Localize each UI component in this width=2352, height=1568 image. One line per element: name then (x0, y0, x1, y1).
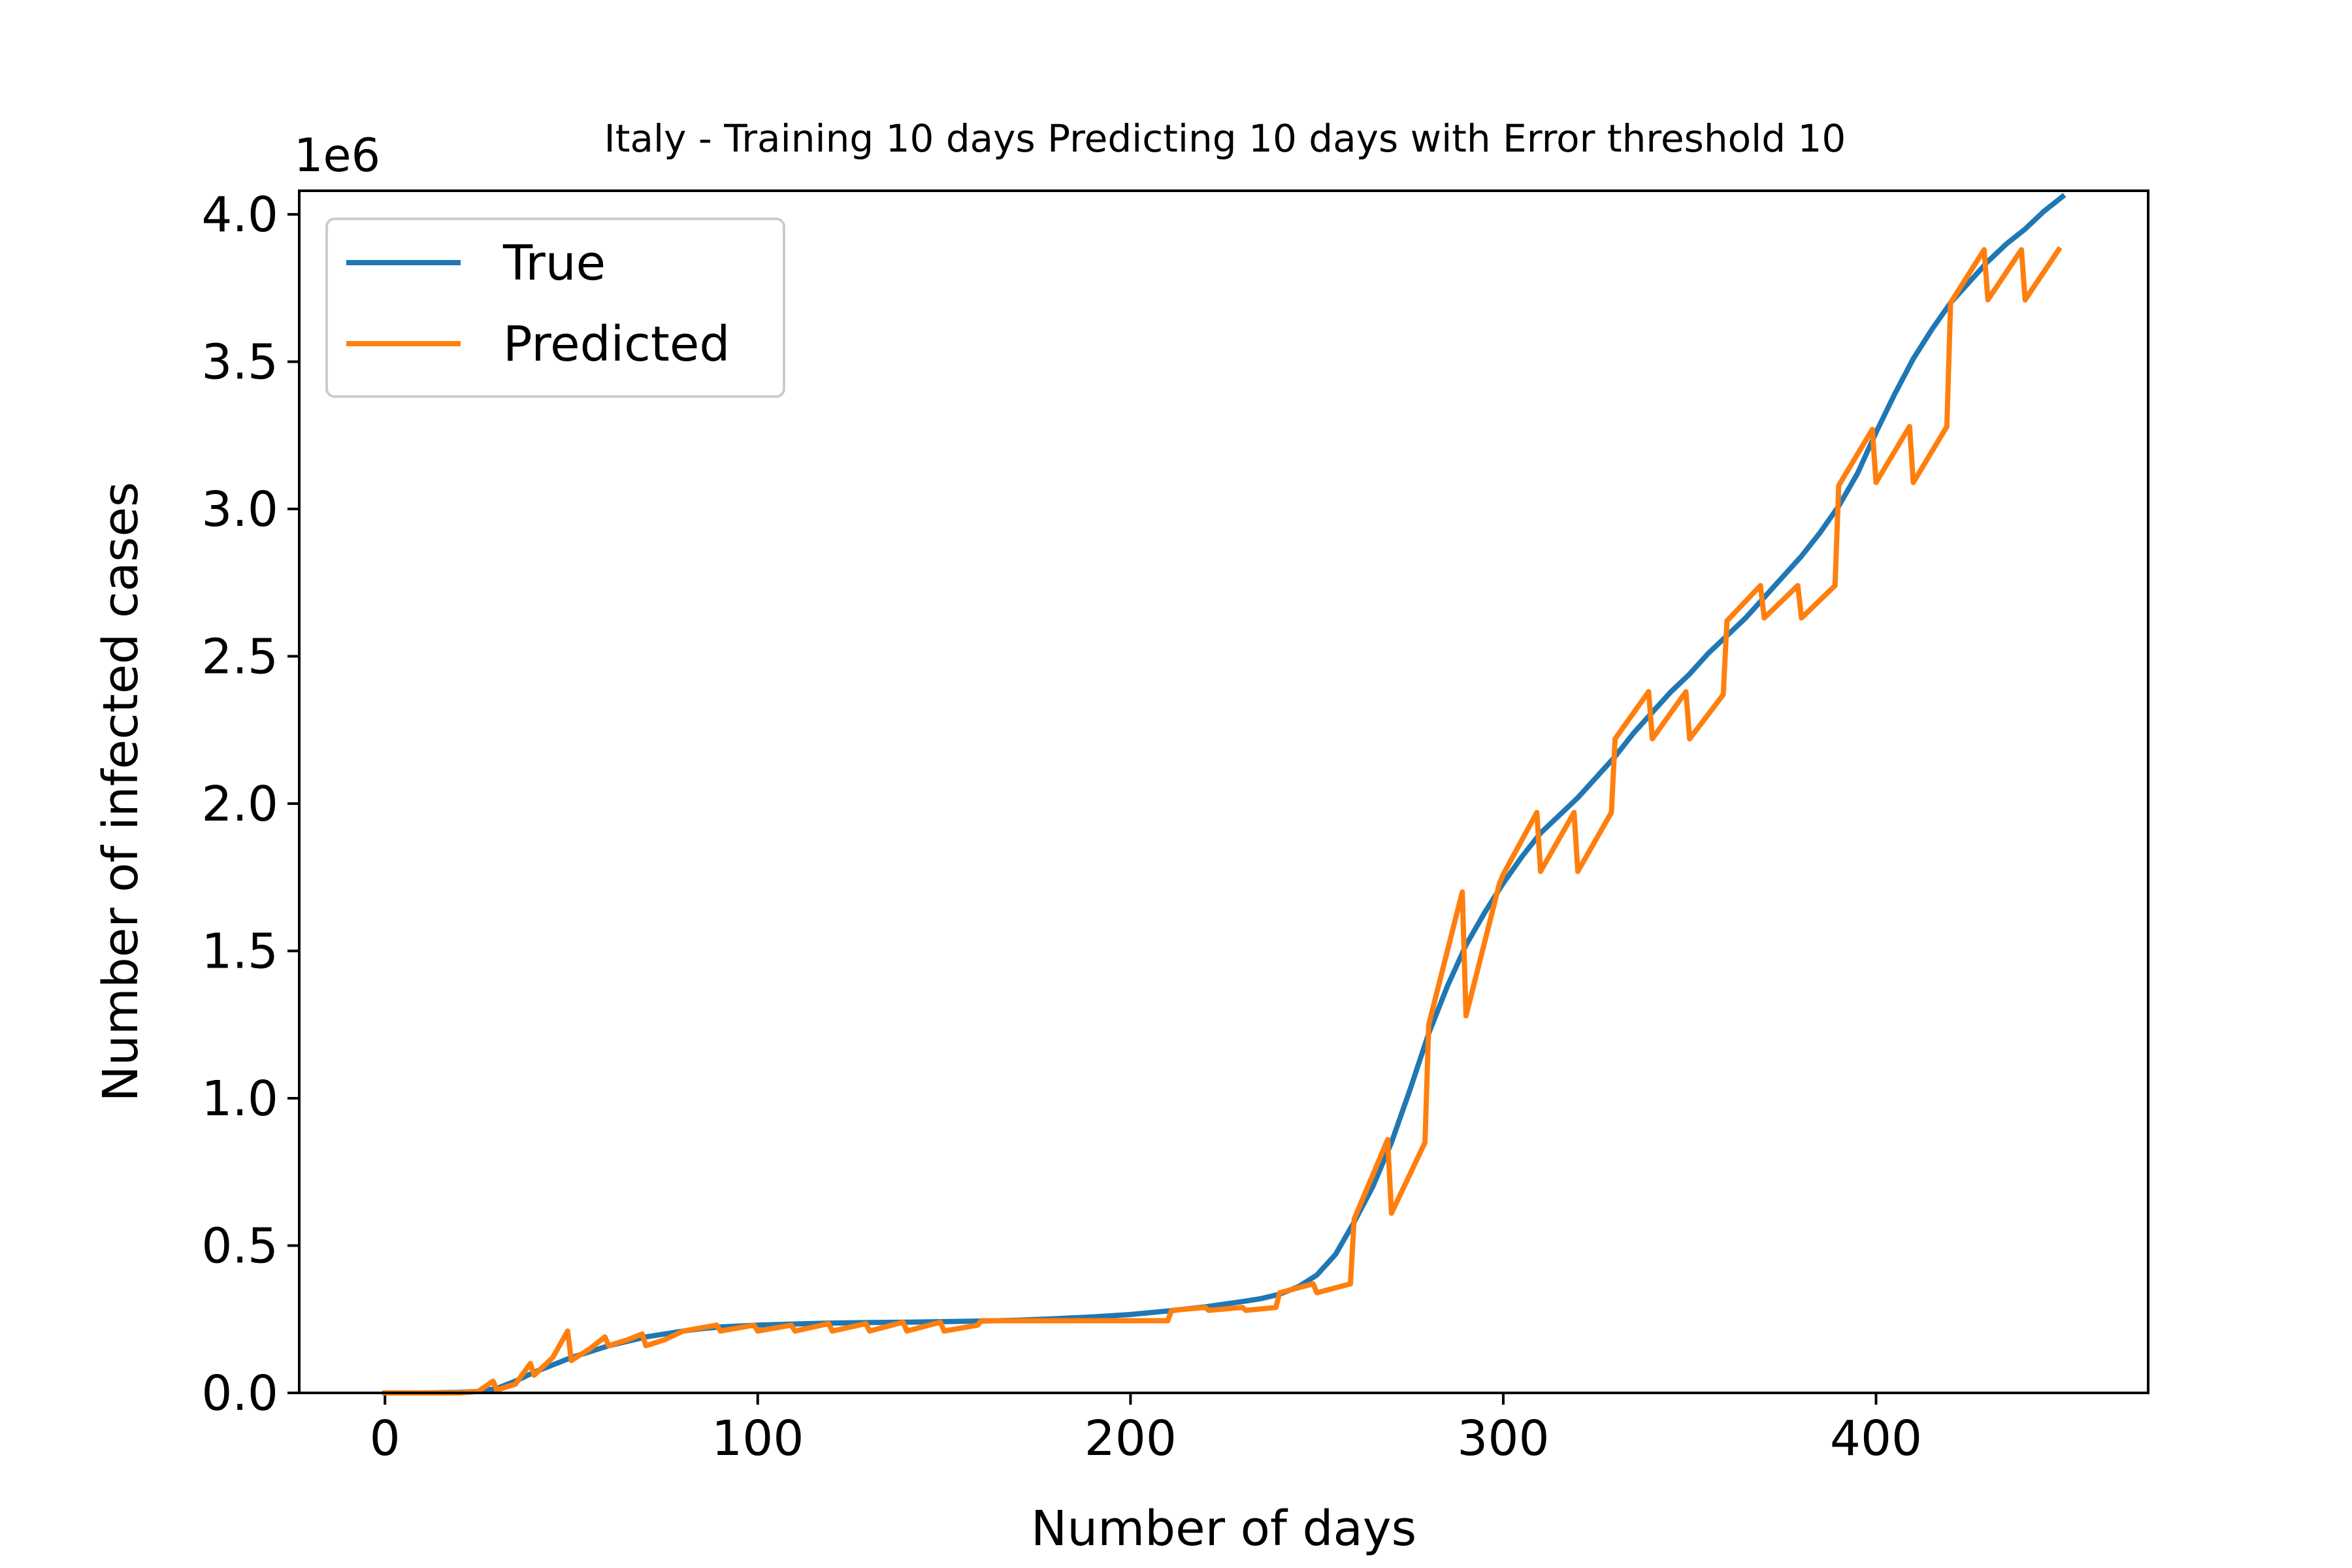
y-axis-label: Number of infected cases (93, 482, 149, 1102)
y-tick-label: 2.0 (201, 776, 278, 832)
plot-lines (382, 193, 2066, 1396)
chart-title: Italy - Training 10 days Predicting 10 d… (604, 116, 1846, 161)
legend-label-predicted: Predicted (503, 316, 730, 372)
y-tick-label: 4.0 (201, 187, 278, 243)
plot-frame (298, 189, 2149, 1394)
y-tick-label: 3.0 (201, 482, 278, 538)
x-tick-label: 100 (711, 1411, 804, 1467)
y-ticks: 0.0 0.5 1.0 1.5 2.0 2.5 3.0 3.5 4.0 (201, 187, 299, 1422)
x-tick-label: 0 (370, 1411, 400, 1467)
x-ticks: 0 100 200 300 400 (370, 1393, 1922, 1467)
y-tick-label: 2.5 (201, 629, 278, 685)
y-tick-label: 1.0 (201, 1071, 278, 1127)
y-multiplier-label: 1e6 (294, 129, 380, 182)
y-tick-label: 0.0 (201, 1365, 278, 1422)
x-tick-label: 300 (1457, 1411, 1549, 1467)
x-tick-label: 200 (1085, 1411, 1177, 1467)
x-tick-label: 400 (1830, 1411, 1922, 1467)
y-tick-label: 3.5 (201, 335, 278, 391)
legend: True Predicted (325, 218, 785, 398)
y-tick-label: 0.5 (201, 1218, 278, 1275)
x-axis-label: Number of days (1031, 1501, 1416, 1557)
legend-label-true: True (502, 235, 606, 291)
series-line-predicted (382, 246, 2063, 1396)
y-tick-label: 1.5 (201, 924, 278, 980)
series-line-true (382, 193, 2066, 1396)
